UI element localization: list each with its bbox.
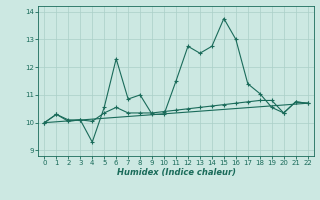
X-axis label: Humidex (Indice chaleur): Humidex (Indice chaleur) <box>116 168 236 177</box>
